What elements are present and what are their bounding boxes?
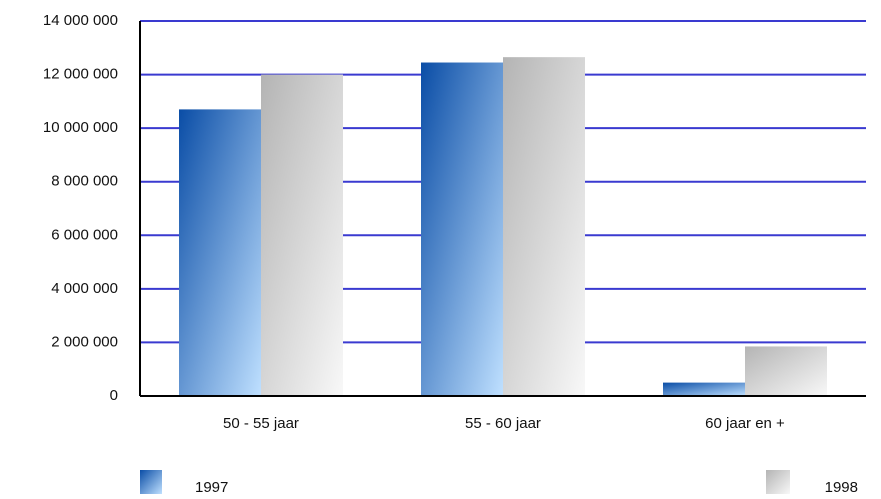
y-tick-label: 10 000 000	[43, 119, 118, 136]
legend-label: 1997	[195, 479, 228, 496]
bar	[663, 382, 745, 396]
y-tick-label: 0	[110, 387, 118, 404]
bar	[261, 74, 343, 397]
legend-swatch	[766, 470, 790, 494]
bar	[503, 57, 585, 397]
x-tick-label: 50 - 55 jaar	[223, 415, 299, 432]
x-tick-label: 55 - 60 jaar	[465, 415, 541, 432]
y-tick-label: 12 000 000	[43, 66, 118, 83]
legend-label: 1998	[825, 479, 858, 496]
y-tick-label: 4 000 000	[51, 280, 118, 297]
y-tick-label: 8 000 000	[51, 173, 118, 190]
y-tick-label: 2 000 000	[51, 333, 118, 350]
bar	[179, 109, 261, 397]
x-tick-label: 60 jaar en +	[705, 415, 785, 432]
y-tick-label: 6 000 000	[51, 226, 118, 243]
bar	[745, 346, 827, 396]
bar	[421, 62, 503, 397]
y-tick-label: 14 000 000	[43, 12, 118, 29]
legend-swatch	[140, 470, 162, 494]
